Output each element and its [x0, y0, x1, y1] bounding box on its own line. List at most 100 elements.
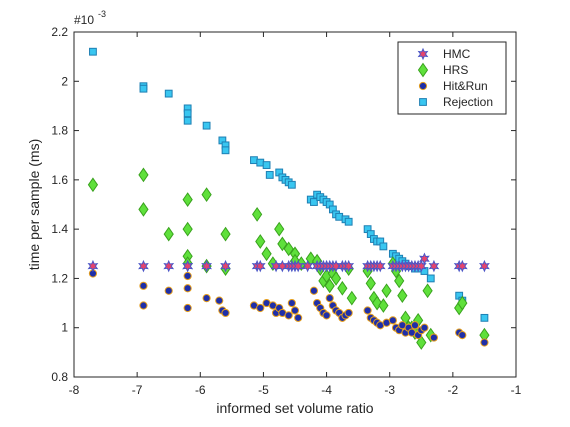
data-point	[429, 333, 439, 342]
data-point	[397, 288, 408, 304]
legend-label: HMC	[443, 47, 471, 61]
legend-label: Hit&Run	[443, 79, 488, 93]
data-point	[139, 84, 148, 93]
data-point	[379, 242, 388, 251]
data-point	[202, 294, 211, 303]
data-point	[415, 259, 427, 273]
y-tick-label: 1.8	[51, 124, 68, 138]
legend-marker	[419, 98, 427, 106]
data-point	[428, 259, 440, 273]
data-point	[256, 303, 265, 313]
y-tick-label: 2	[61, 74, 68, 88]
data-point	[325, 294, 334, 303]
data-point	[324, 278, 335, 294]
data-point	[284, 311, 293, 320]
x-tick-label: -5	[258, 383, 269, 397]
data-point	[274, 221, 285, 237]
x-tick-label: -4	[321, 383, 332, 397]
legend-box	[397, 41, 507, 115]
data-point	[330, 271, 342, 286]
data-point	[335, 212, 344, 221]
y-tick-label: 1.6	[51, 173, 68, 187]
data-point	[139, 281, 148, 290]
data-point	[254, 259, 266, 273]
y-tick-label: 1	[61, 321, 68, 335]
data-point	[221, 146, 230, 155]
y-axis-ticks: 0.8 1 1.2 1.4 1.6 1.8 2 2.2	[51, 25, 516, 384]
data-point	[302, 259, 314, 273]
data-point	[89, 47, 97, 56]
data-point	[344, 217, 353, 226]
data-point	[215, 296, 224, 305]
legend-label: Rejection	[443, 95, 493, 109]
data-point	[183, 109, 192, 118]
data-point	[426, 274, 435, 283]
data-point	[290, 306, 300, 315]
x-axis-label: informed set volume ratio	[216, 400, 373, 416]
plot-frame	[73, 31, 517, 378]
data-point	[420, 323, 429, 332]
data-point	[261, 246, 272, 262]
data-point	[201, 259, 213, 273]
data-point	[294, 313, 303, 322]
data-point	[480, 338, 489, 347]
data-point	[201, 187, 212, 203]
data-point	[276, 259, 288, 273]
data-point	[363, 306, 372, 315]
data-marks	[87, 47, 490, 350]
data-point	[250, 156, 258, 165]
data-point	[255, 234, 266, 249]
data-point	[422, 283, 433, 299]
x-axis-ticks: -8 -7 -6 -5 -4 -3 -2 -1	[69, 32, 522, 397]
data-point	[416, 335, 427, 350]
data-point	[456, 259, 468, 273]
data-point	[381, 283, 392, 299]
data-point	[256, 158, 265, 167]
legend-marker	[418, 81, 428, 91]
data-point	[287, 298, 296, 308]
data-point	[374, 259, 386, 273]
y-tick-label: 1.4	[51, 222, 68, 236]
data-point	[202, 121, 211, 130]
data-point	[310, 198, 318, 206]
data-point	[87, 177, 99, 193]
data-point	[322, 311, 331, 320]
data-point	[182, 192, 193, 207]
y-tick-label: 0.8	[51, 370, 68, 384]
data-point	[458, 331, 467, 340]
data-point	[252, 206, 263, 222]
data-point	[479, 259, 490, 273]
x-tick-label: -2	[448, 383, 459, 397]
data-point	[221, 308, 230, 318]
series-hrs	[87, 167, 490, 350]
legend-label: HRS	[443, 63, 468, 77]
data-point	[164, 286, 173, 295]
data-point	[164, 89, 173, 98]
data-point	[287, 180, 296, 189]
y-axis-exponent-base: #10	[74, 13, 94, 27]
data-point	[139, 301, 148, 310]
data-point	[183, 303, 192, 313]
data-point	[182, 259, 194, 273]
y-axis-exponent-power: -3	[98, 9, 106, 19]
data-point	[309, 286, 319, 295]
data-point	[262, 161, 271, 169]
legend-marker	[417, 47, 429, 61]
data-point	[183, 116, 192, 125]
data-point	[378, 298, 389, 313]
data-point	[283, 241, 294, 257]
series-hmc	[87, 252, 490, 273]
data-point	[87, 259, 99, 273]
data-point	[457, 295, 468, 311]
data-point	[182, 221, 193, 237]
data-point	[138, 259, 149, 273]
x-tick-label: -3	[384, 383, 395, 397]
data-point	[183, 271, 192, 281]
data-point	[292, 259, 304, 273]
data-point	[394, 273, 405, 289]
x-tick-label: -8	[69, 383, 80, 397]
data-point	[265, 171, 274, 179]
legend: HMC HRS Hit&Run Rejection	[397, 41, 507, 115]
